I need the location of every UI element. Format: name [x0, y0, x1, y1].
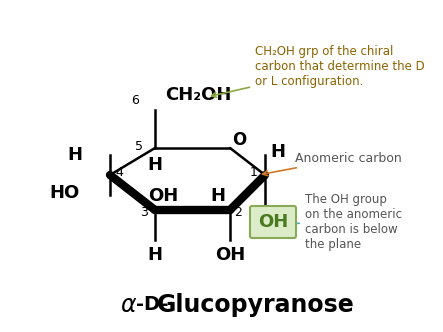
Text: Glucopyranose: Glucopyranose — [157, 293, 355, 317]
Text: 5: 5 — [135, 139, 143, 152]
Text: OH: OH — [148, 187, 178, 205]
Text: 4: 4 — [115, 165, 123, 179]
Text: 3: 3 — [140, 207, 148, 219]
Text: HO: HO — [50, 184, 80, 202]
Text: $\alpha$: $\alpha$ — [120, 293, 137, 317]
Text: CH₂OH: CH₂OH — [165, 86, 231, 104]
Text: 1: 1 — [250, 165, 258, 179]
Text: 6: 6 — [131, 94, 139, 107]
Text: H: H — [148, 246, 163, 264]
Text: H: H — [67, 146, 82, 164]
Text: 2: 2 — [234, 207, 242, 219]
FancyBboxPatch shape — [250, 206, 296, 238]
Text: H: H — [148, 156, 163, 174]
Text: -D-: -D- — [136, 295, 168, 314]
Text: CH₂OH grp of the chiral
carbon that determine the D
or L configuration.: CH₂OH grp of the chiral carbon that dete… — [211, 45, 425, 97]
Text: Anomeric carbon: Anomeric carbon — [263, 151, 402, 176]
Text: The OH group
on the anomeric
carbon is below
the plane: The OH group on the anomeric carbon is b… — [275, 193, 402, 251]
Text: O: O — [232, 131, 246, 149]
Text: OH: OH — [258, 213, 288, 231]
Text: OH: OH — [215, 246, 245, 264]
Text: H: H — [270, 143, 285, 161]
Text: H: H — [210, 187, 225, 205]
